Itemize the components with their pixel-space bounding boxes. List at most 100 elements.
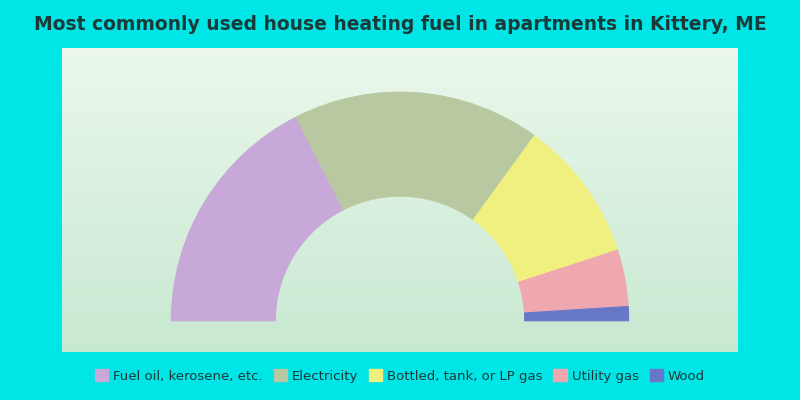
Bar [62, 344, 738, 346]
Bar [62, 301, 738, 303]
Bar [62, 299, 738, 301]
Bar [62, 244, 738, 247]
Bar [62, 111, 738, 113]
Bar [62, 318, 738, 320]
Bar [62, 74, 738, 76]
Bar [62, 265, 738, 267]
Bar [62, 285, 738, 287]
Bar [62, 188, 738, 190]
Bar [62, 70, 738, 72]
Bar [62, 287, 738, 289]
Bar [62, 127, 738, 129]
Bar [62, 107, 738, 109]
Bar [62, 172, 738, 174]
Bar [62, 198, 738, 200]
Bar [62, 342, 738, 344]
Bar [62, 80, 738, 82]
Bar [62, 194, 738, 196]
Bar [62, 143, 738, 145]
Bar [62, 135, 738, 137]
Bar [62, 149, 738, 151]
Bar [62, 82, 738, 84]
Bar [62, 139, 738, 141]
Bar [62, 109, 738, 111]
Bar [62, 56, 738, 58]
Bar [62, 332, 738, 334]
Bar [62, 214, 738, 216]
Bar [62, 255, 738, 257]
Wedge shape [296, 92, 534, 220]
Bar [62, 141, 738, 143]
Bar [62, 289, 738, 291]
Bar [62, 145, 738, 147]
Bar [62, 277, 738, 279]
Bar [62, 190, 738, 192]
Bar [62, 204, 738, 206]
Bar [62, 297, 738, 299]
Bar [62, 324, 738, 326]
Bar [62, 240, 738, 242]
Bar [62, 222, 738, 224]
Bar [62, 322, 738, 324]
Bar [62, 330, 738, 332]
Bar [62, 129, 738, 131]
Bar [62, 346, 738, 348]
Bar [62, 153, 738, 156]
Bar [62, 113, 738, 115]
Bar [62, 54, 738, 56]
Bar [62, 66, 738, 68]
Wedge shape [171, 117, 343, 321]
Bar [62, 242, 738, 244]
Bar [62, 103, 738, 105]
Bar [62, 232, 738, 234]
Bar [62, 295, 738, 297]
Bar [62, 166, 738, 168]
Bar [62, 269, 738, 271]
Bar [62, 115, 738, 117]
Wedge shape [474, 136, 618, 282]
Bar [62, 220, 738, 222]
Bar [62, 97, 738, 99]
Bar [62, 137, 738, 139]
Bar [62, 310, 738, 312]
Bar [62, 178, 738, 180]
Bar [62, 291, 738, 293]
Bar [62, 234, 738, 236]
Bar [62, 320, 738, 322]
Bar [62, 60, 738, 62]
Bar [62, 253, 738, 255]
Bar [62, 226, 738, 228]
Bar [62, 176, 738, 178]
Bar [62, 64, 738, 66]
Bar [62, 283, 738, 285]
Bar [62, 350, 738, 352]
Bar [62, 133, 738, 135]
Bar [62, 212, 738, 214]
Bar [62, 99, 738, 101]
Bar [62, 160, 738, 162]
Bar [62, 247, 738, 249]
Bar [62, 88, 738, 90]
Bar [62, 340, 738, 342]
Bar [62, 202, 738, 204]
Bar [62, 192, 738, 194]
Bar [62, 273, 738, 275]
Bar [62, 105, 738, 107]
Bar [62, 314, 738, 316]
Bar [62, 101, 738, 103]
Bar [62, 86, 738, 88]
Bar [62, 259, 738, 261]
Bar [62, 182, 738, 184]
Bar [62, 125, 738, 127]
Bar [62, 303, 738, 305]
Bar [62, 90, 738, 92]
Bar [62, 184, 738, 186]
Bar [62, 228, 738, 230]
Bar [62, 174, 738, 176]
Bar [62, 158, 738, 160]
Bar [62, 156, 738, 158]
Bar [62, 338, 738, 340]
Bar [62, 275, 738, 277]
Bar [62, 305, 738, 308]
Bar [62, 328, 738, 330]
